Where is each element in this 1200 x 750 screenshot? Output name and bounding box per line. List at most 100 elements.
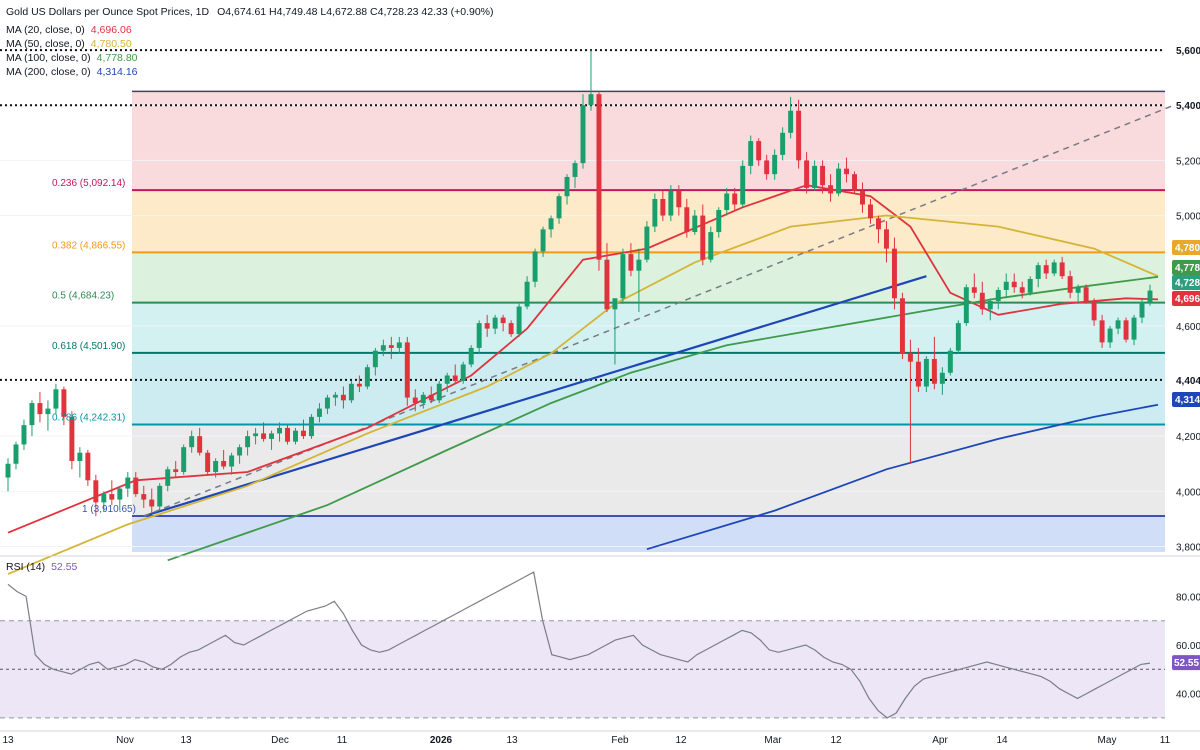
candle-body [221, 460, 227, 467]
price-tick: 3,800 [1176, 542, 1200, 553]
candle [947, 347, 953, 376]
candle [181, 444, 187, 475]
candle-body [141, 494, 147, 500]
candle [476, 320, 482, 354]
time-tick: 11 [337, 735, 348, 746]
candle [836, 163, 842, 197]
candle [1139, 298, 1145, 324]
candle-body [29, 403, 35, 426]
candle [53, 383, 59, 415]
candle-body [420, 394, 426, 404]
candle [1019, 281, 1025, 299]
candle [860, 182, 865, 213]
candle-body [524, 281, 530, 307]
candle-body [372, 350, 378, 368]
candle [460, 361, 466, 384]
ma-legend-item: MA (200, close, 0) 4,314.16 [6, 66, 138, 78]
candle-body [907, 353, 913, 362]
candle [516, 303, 522, 337]
candle-body [508, 323, 514, 335]
candle [388, 336, 394, 359]
candle [1075, 284, 1081, 304]
candle-body [37, 403, 43, 415]
candle [556, 193, 562, 224]
candle [580, 94, 586, 169]
time-tick: 12 [675, 735, 687, 746]
candle [157, 483, 163, 511]
candle-body [979, 292, 985, 310]
candle-body [772, 154, 778, 175]
candle-body [660, 198, 666, 216]
trendline-solid [143, 275, 927, 518]
candle [1027, 276, 1033, 296]
candle-body [301, 430, 306, 437]
candle [245, 430, 251, 456]
fib-label: 0.786 (4,242.31) [52, 412, 125, 423]
candle [396, 336, 402, 354]
candle-body [788, 110, 794, 133]
candle-body [652, 198, 658, 227]
candle-body [492, 317, 498, 329]
candle [636, 248, 642, 313]
candle-body [692, 215, 698, 233]
candle-body [388, 345, 394, 348]
candle [963, 284, 969, 326]
candle-body [1139, 302, 1145, 318]
candle [77, 447, 83, 478]
candle [532, 248, 538, 288]
candle-body [540, 229, 546, 252]
candle [915, 347, 921, 393]
candle-body [293, 430, 298, 442]
rsi-panel: 80.00 60.00 40.00 52.55 RSI (14) 52.55 [0, 555, 1200, 719]
candle [133, 472, 139, 497]
candle-body [1011, 281, 1017, 288]
candle [548, 215, 554, 238]
candle-body [500, 317, 506, 324]
price-tag [1172, 275, 1200, 290]
candle [588, 50, 594, 111]
candle [572, 160, 578, 188]
candle-body [1051, 262, 1057, 274]
candle-body [748, 141, 754, 166]
candle [308, 414, 314, 439]
candle [69, 411, 75, 470]
candle [1099, 314, 1105, 348]
candle [492, 314, 498, 335]
fib-label: 0.382 (4,866.55) [52, 240, 125, 251]
candle [628, 243, 634, 277]
price-tick: 5,000 [1176, 212, 1200, 223]
chart-title: Gold US Dollars per Ounce Spot Prices, 1… [6, 6, 494, 18]
fibonacci-labels: 0.236 (5,092.14) 0.382 (4,866.55) 0.5 (4,6… [52, 178, 136, 515]
candle-body [205, 452, 211, 473]
fib-band-0 [132, 91, 1165, 191]
candle-body [668, 190, 674, 216]
ma-line-0 [7, 184, 1159, 534]
candle [229, 452, 235, 475]
price-tick: 4,600 [1176, 322, 1200, 333]
candle [875, 215, 881, 244]
candle-body [604, 259, 610, 310]
candle [356, 375, 362, 393]
candle-body [444, 375, 450, 384]
candle [253, 427, 259, 445]
candle [748, 135, 754, 175]
fib-band-4 [132, 352, 1165, 425]
candle [149, 488, 155, 514]
time-tick: 13 [180, 735, 192, 746]
candle [1147, 284, 1153, 306]
candle-body [237, 447, 243, 456]
candle-body [780, 132, 786, 155]
fib-band-2 [132, 252, 1165, 303]
time-tick: Feb [611, 735, 629, 746]
candle [37, 392, 43, 423]
candle-body [428, 394, 434, 401]
rsi-tick: 40.00 [1176, 690, 1200, 701]
candle-body [149, 499, 155, 507]
ma-legend-label: MA (100, close, 0) [6, 52, 91, 64]
rsi-title: RSI (14) 52.55 [6, 561, 78, 573]
candle-body [700, 215, 706, 260]
candle-body [269, 433, 275, 439]
candle-body [947, 350, 953, 373]
ma-legend-label: MA (20, close, 0) [6, 24, 85, 36]
